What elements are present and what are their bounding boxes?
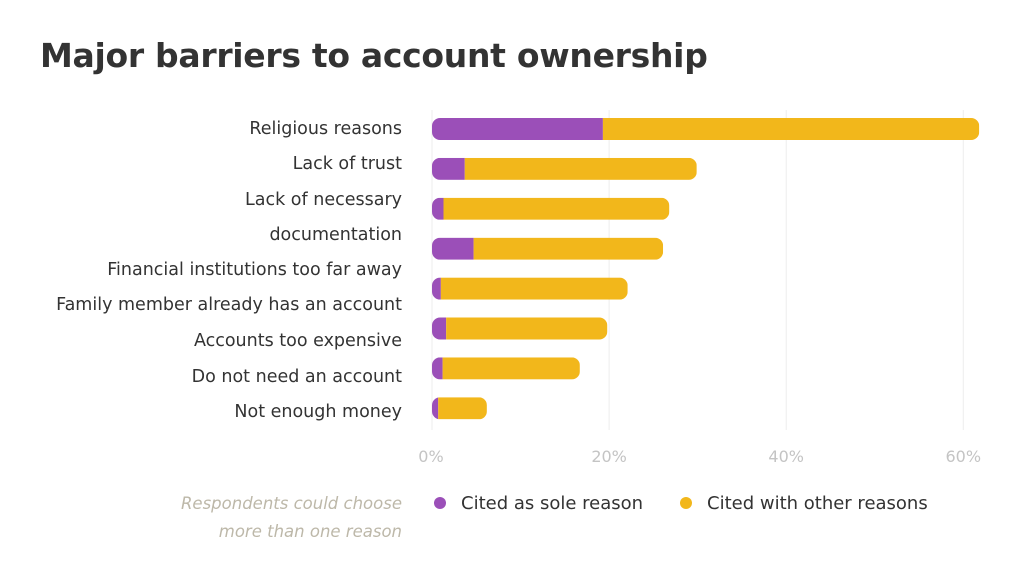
bar-segment-other <box>438 397 487 420</box>
legend-note-line-1: Respondents could choose <box>180 494 402 513</box>
category-label: Religious reasons <box>249 119 402 139</box>
category-label: documentation <box>269 225 402 245</box>
bar-segment-other <box>464 157 697 180</box>
legend-label-sole: Cited as sole reason <box>461 492 644 514</box>
chart-title: Major barriers to account ownership <box>40 36 708 75</box>
bar-segment-sole <box>432 317 447 340</box>
category-label: Accounts too expensive <box>194 331 402 351</box>
category-label: Financial institutions too far away <box>107 260 402 280</box>
category-label: Not enough money <box>234 402 402 422</box>
bar-segment-sole <box>432 277 441 300</box>
legend-swatch-other <box>680 497 692 509</box>
x-axis-tick-labels: 0% 20% 40% 60% <box>418 447 981 466</box>
bar-segment-other <box>473 237 664 260</box>
bar-segment-sole <box>432 357 443 380</box>
bar-segment-sole <box>432 197 444 220</box>
bar-group <box>432 237 664 260</box>
bar-group <box>432 317 608 340</box>
bar-group <box>432 397 487 420</box>
bar-segment-other <box>602 118 980 140</box>
bar-segment-sole <box>432 237 474 260</box>
bar-segment-other <box>443 197 670 220</box>
bar-group <box>432 157 697 180</box>
x-tick-label: 40% <box>768 447 804 466</box>
bars <box>432 118 980 420</box>
bar-group <box>432 118 980 140</box>
category-label: Do not need an account <box>192 367 402 387</box>
x-tick-label: 0% <box>418 447 443 466</box>
x-tick-label: 60% <box>946 447 982 466</box>
x-tick-label: 20% <box>591 447 627 466</box>
bar-segment-sole <box>432 157 465 180</box>
category-label: Family member already has an account <box>56 295 402 315</box>
legend-note: Respondents could choose more than one r… <box>181 490 402 546</box>
bar-segment-sole <box>432 397 439 420</box>
legend-swatch-sole <box>434 497 446 509</box>
legend-item-other: Cited with other reasons <box>680 490 928 516</box>
bar-group <box>432 197 670 220</box>
bar-segment-other <box>446 317 608 340</box>
category-label: Lack of trust <box>293 154 402 174</box>
legend-item-sole: Cited as sole reason <box>434 490 643 516</box>
bar-segment-other <box>442 357 580 380</box>
bar-segment-other <box>440 277 628 300</box>
bar-group <box>432 277 628 300</box>
bar-group <box>432 357 580 380</box>
category-label: Lack of necessary <box>245 190 402 210</box>
bar-segment-sole <box>432 118 603 140</box>
category-labels: Religious reasons Lack of trust Lack of ne… <box>56 119 402 422</box>
legend-note-line-2: more than one reason <box>218 522 402 541</box>
legend-label-other: Cited with other reasons <box>707 492 928 514</box>
